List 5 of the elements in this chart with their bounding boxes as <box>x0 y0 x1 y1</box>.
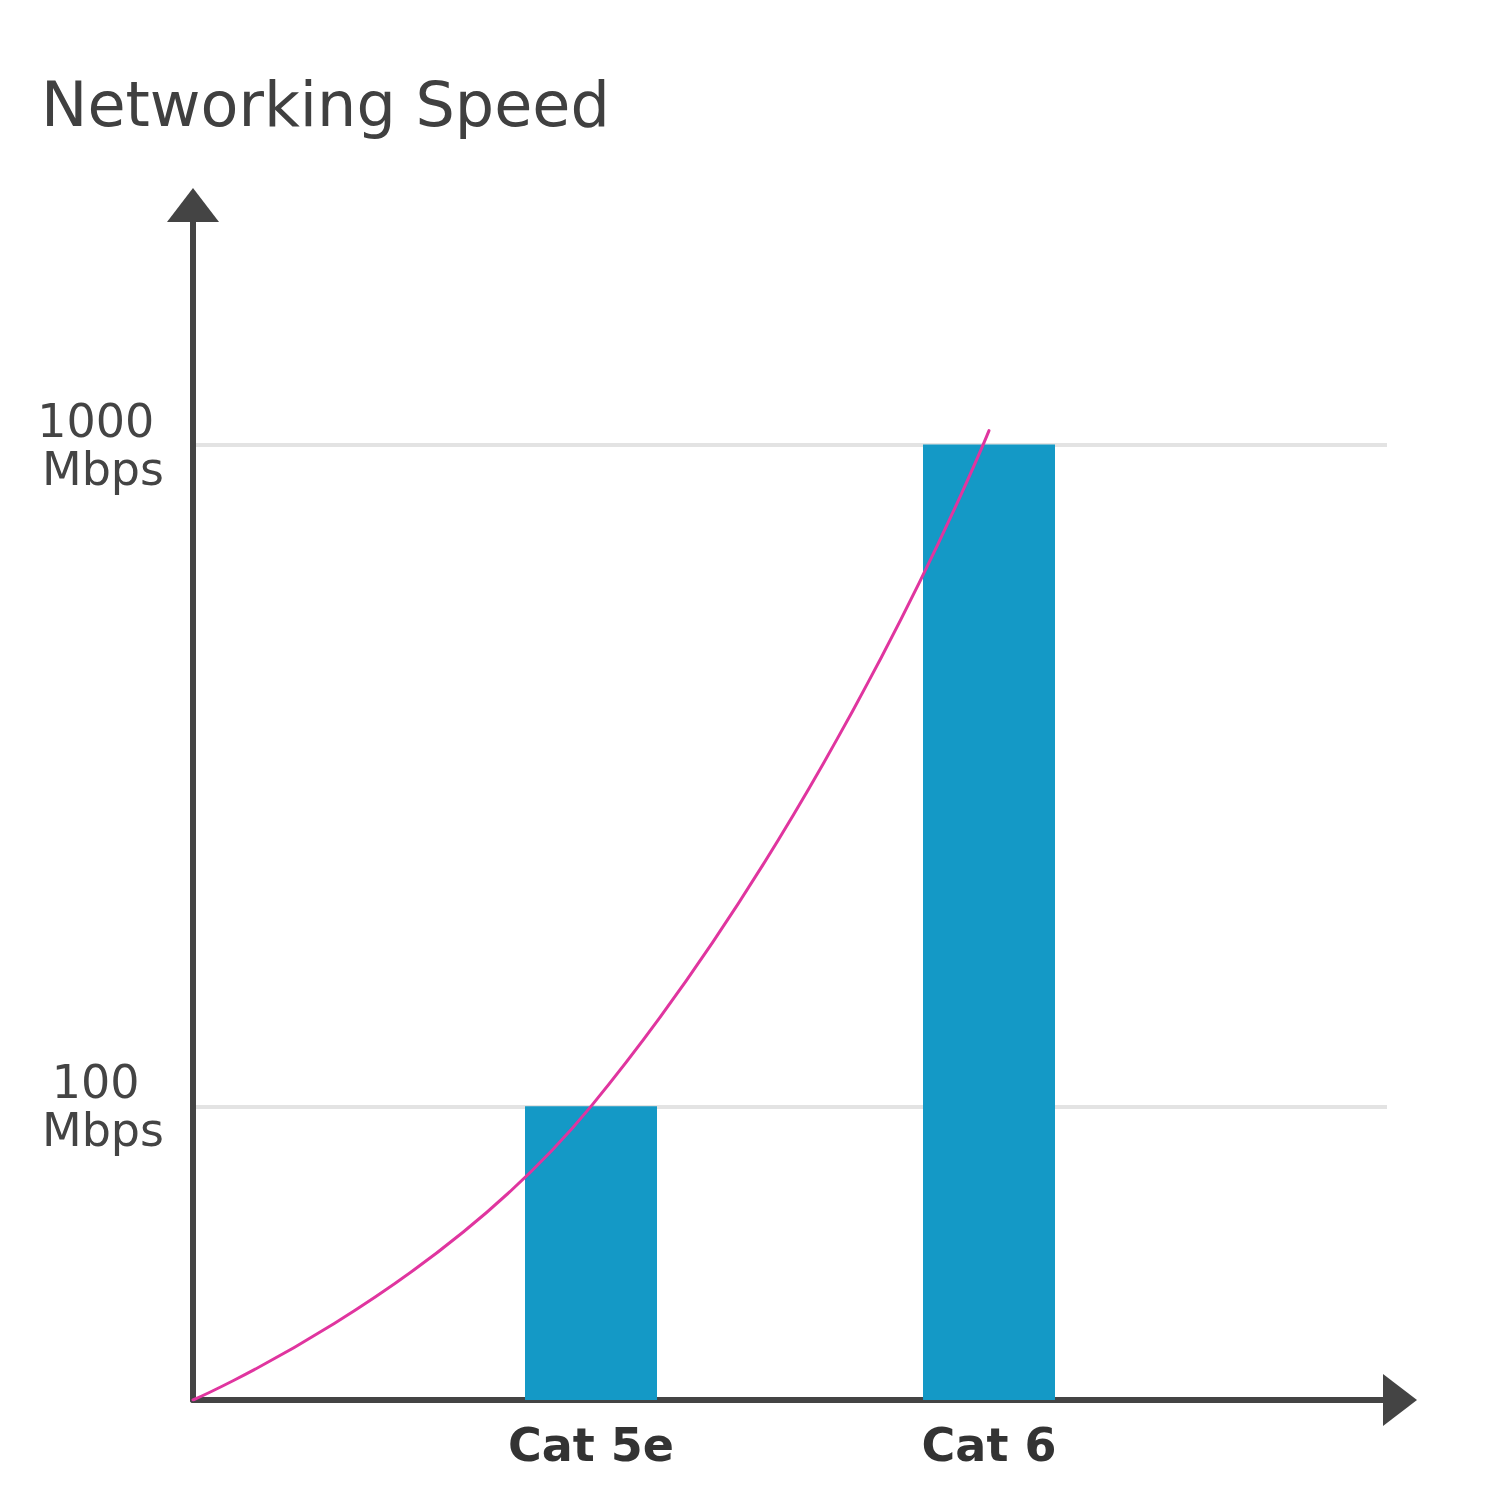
y-tick-label: 100 Mbps <box>41 1055 165 1158</box>
chart-title: Networking Speed <box>41 67 610 141</box>
y-tick-label: 1000 Mbps <box>37 393 169 496</box>
x-tick-label: Cat 5e <box>507 1418 675 1472</box>
x-tick-label: Cat 6 <box>921 1418 1057 1472</box>
